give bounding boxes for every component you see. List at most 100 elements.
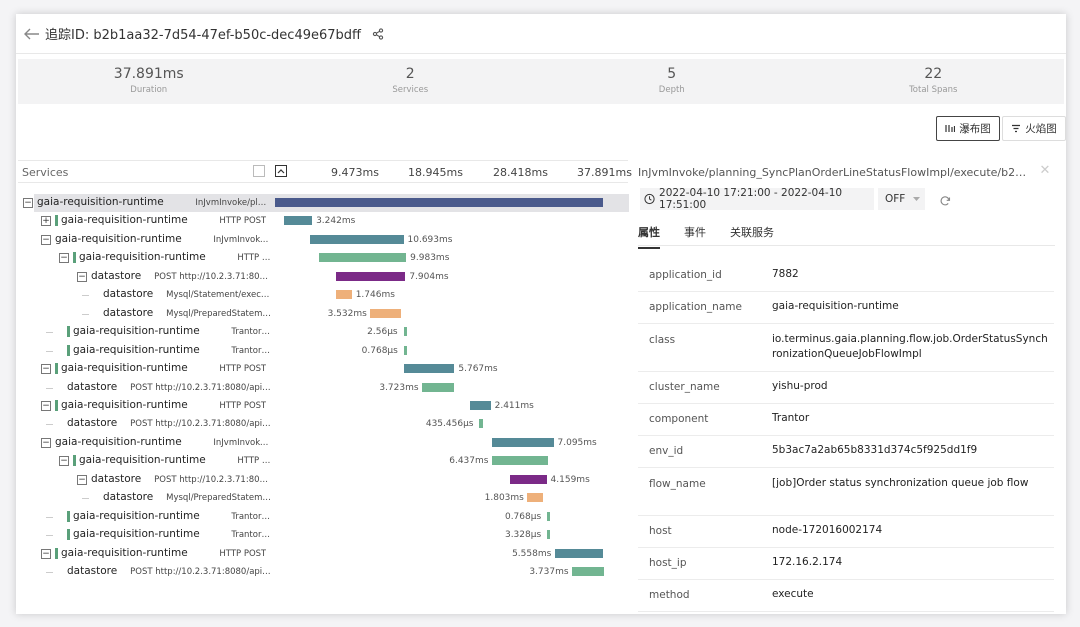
span-row[interactable]: − gaia-requisition-runtime HTTP POST 5.767m… xyxy=(16,360,629,378)
span-duration: 2.56μs xyxy=(367,327,398,337)
span-detail-panel: InJvmInvoke/planning_SyncPlanOrderLineSt… xyxy=(638,160,1066,614)
span-service-name: gaia-requisition-runtime xyxy=(61,214,188,226)
span-bar[interactable] xyxy=(404,346,408,355)
collapse-toggle[interactable]: − xyxy=(77,272,87,282)
collapse-toggle[interactable]: − xyxy=(41,364,51,374)
span-row[interactable]: gaia-requisition-runtime Trantor Function… xyxy=(16,323,629,341)
span-bar[interactable] xyxy=(336,290,352,299)
refresh-button[interactable] xyxy=(939,192,953,206)
span-row[interactable]: gaia-requisition-runtime Trantor Function… xyxy=(16,508,629,526)
attribute-row: cluster_name yishu-prod xyxy=(638,372,1054,404)
span-row[interactable]: −datastore POST http://10.2.3.71:8080/api… xyxy=(16,471,629,489)
span-row[interactable]: gaia-requisition-runtime Trantor Function… xyxy=(16,526,629,544)
span-row[interactable]: − gaia-requisition-runtime HTTP POST 5.558m… xyxy=(16,545,629,563)
attribute-key: method xyxy=(649,589,690,601)
span-row[interactable]: −gaia-requisition-runtime InJvmInvoke/pla… xyxy=(23,194,629,212)
collapse-toggle[interactable]: − xyxy=(59,253,69,263)
attribute-key: host_ip xyxy=(649,557,687,569)
service-marker xyxy=(73,252,76,263)
attribute-value: 7882 xyxy=(772,268,799,280)
attribute-key: application_id xyxy=(649,269,722,281)
span-operation: Trantor Function xyxy=(231,346,271,356)
span-bar[interactable] xyxy=(370,309,401,318)
tick-label: 28.418ms xyxy=(493,166,548,179)
span-operation: POST http://10.2.3.71:8080/api/trantor/f… xyxy=(154,475,271,485)
span-service-name: gaia-requisition-runtime xyxy=(61,547,188,559)
span-operation: Trantor Function xyxy=(231,530,271,540)
attribute-row: method execute xyxy=(638,580,1054,612)
attribute-key: application_name xyxy=(649,301,742,313)
span-row[interactable]: −gaia-requisition-runtime InJvmInvoke/pla… xyxy=(16,231,629,249)
span-bar[interactable] xyxy=(547,512,551,521)
attribute-key: env_id xyxy=(649,445,684,457)
span-row[interactable]: −gaia-requisition-runtime InJvmInvoke/pla… xyxy=(16,434,629,452)
collapse-toggle[interactable]: − xyxy=(59,456,69,466)
span-duration: 2.411ms xyxy=(494,401,534,411)
span-bar[interactable] xyxy=(547,530,551,539)
tab-events[interactable]: 事件 xyxy=(684,226,706,239)
span-bar[interactable] xyxy=(510,475,547,484)
trace-window: 追踪ID: b2b1aa32-7d54-47ef-b50c-dec49e67bd… xyxy=(16,14,1066,614)
span-bar[interactable] xyxy=(310,235,404,244)
service-marker xyxy=(55,215,58,226)
span-operation: HTTP POST xyxy=(219,364,267,374)
back-button[interactable] xyxy=(21,23,43,45)
span-row[interactable]: −datastore POST http://10.2.3.71:8080/api… xyxy=(16,268,629,286)
span-row[interactable]: − gaia-requisition-runtime HTTP POST 2.411m… xyxy=(16,397,629,415)
attribute-key: flow_name xyxy=(649,478,706,490)
span-row[interactable]: datastore Mysql/PreparedStatement/execute… xyxy=(16,305,629,323)
service-marker xyxy=(67,529,70,540)
span-detail-title: InJvmInvoke/planning_SyncPlanOrderLineSt… xyxy=(638,166,1033,179)
waterfall-view-button[interactable]: 瀑布图 xyxy=(936,116,1000,141)
expand-all-checkbox[interactable] xyxy=(275,165,287,177)
collapse-toggle[interactable]: − xyxy=(41,235,51,245)
collapse-all-checkbox[interactable] xyxy=(253,165,265,177)
span-row[interactable]: datastore Mysql/Statement/execute 1.746ms xyxy=(16,286,629,304)
span-bar[interactable] xyxy=(421,383,455,392)
span-row[interactable]: datastore Mysql/PreparedStatement/execute… xyxy=(16,489,629,507)
span-operation: Mysql/PreparedStatement/execute xyxy=(166,493,271,503)
span-bar[interactable] xyxy=(554,549,603,558)
flame-view-button[interactable]: 火焰图 xyxy=(1002,116,1066,141)
collapse-toggle[interactable]: − xyxy=(41,549,51,559)
auto-refresh-select[interactable]: OFF xyxy=(878,188,925,210)
span-duration: 3.723ms xyxy=(379,383,419,393)
attribute-key: cluster_name xyxy=(649,381,720,393)
expand-toggle[interactable]: + xyxy=(41,216,51,226)
span-row[interactable]: datastore POST http://10.2.3.71:8080/api/… xyxy=(16,379,629,397)
span-row[interactable]: datastore POST http://10.2.3.71:8080/api/… xyxy=(16,415,629,433)
span-service-name: gaia-requisition-runtime xyxy=(73,510,200,522)
collapse-toggle[interactable]: − xyxy=(41,438,51,448)
span-bar[interactable] xyxy=(283,216,313,225)
span-bar[interactable] xyxy=(571,567,605,576)
tree-connector xyxy=(46,517,53,518)
span-bar[interactable] xyxy=(275,198,604,207)
span-bar[interactable] xyxy=(527,493,543,502)
tree-connector xyxy=(46,388,53,389)
span-operation: HTTP POST xyxy=(219,401,267,411)
span-duration: 0.768μs xyxy=(361,346,398,356)
tab-attributes[interactable]: 属性 xyxy=(638,226,660,249)
span-bar[interactable] xyxy=(479,419,484,428)
span-bar[interactable] xyxy=(319,253,407,262)
time-range-picker[interactable]: 2022-04-10 17:21:00 - 2022-04-10 17:51:0… xyxy=(640,187,874,211)
span-row[interactable]: + gaia-requisition-runtime HTTP POST 3.242m… xyxy=(16,212,629,230)
collapse-toggle[interactable]: − xyxy=(77,475,87,485)
close-detail-button[interactable]: ✕ xyxy=(1039,163,1051,178)
collapse-toggle[interactable]: − xyxy=(41,401,51,411)
span-bar[interactable] xyxy=(469,401,491,410)
span-row[interactable]: −gaia-requisition-runtime HTTP POST 6.437m… xyxy=(16,452,629,470)
share-button[interactable] xyxy=(369,25,387,43)
span-row[interactable]: gaia-requisition-runtime Trantor Function… xyxy=(16,342,629,360)
collapse-toggle[interactable]: − xyxy=(23,198,33,208)
tab-related-services[interactable]: 关联服务 xyxy=(730,226,774,239)
span-bar[interactable] xyxy=(404,327,408,336)
span-bar[interactable] xyxy=(404,364,455,373)
span-operation: Trantor Function xyxy=(231,327,271,337)
services-column-label: Services xyxy=(22,166,69,179)
span-bar[interactable] xyxy=(336,272,406,281)
span-bar[interactable] xyxy=(491,456,548,465)
span-row[interactable]: −gaia-requisition-runtime HTTP POST 9.983m… xyxy=(16,249,629,267)
span-bar[interactable] xyxy=(491,438,554,447)
span-row[interactable]: datastore POST http://10.2.3.71:8080/api/… xyxy=(16,563,629,581)
